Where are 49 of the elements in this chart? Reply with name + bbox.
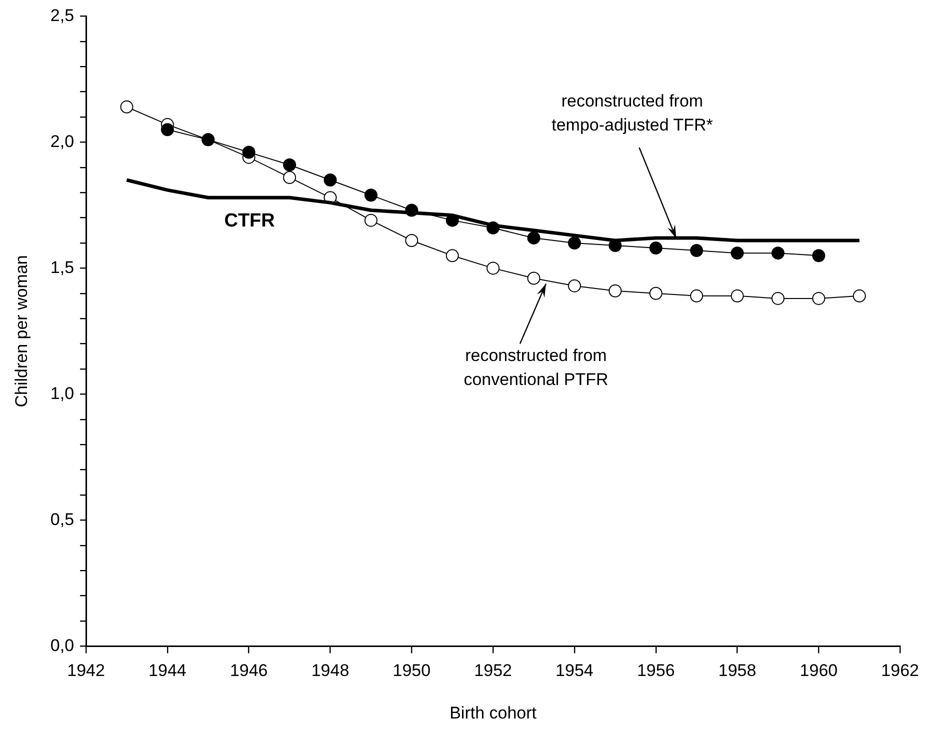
annotation: reconstructed from conventional PTFR — [464, 346, 608, 389]
x-tick-label: 1962 — [881, 661, 920, 680]
point — [690, 244, 704, 258]
point — [771, 246, 784, 260]
x-tick-label: 1958 — [718, 661, 756, 680]
point — [730, 289, 744, 302]
point — [405, 234, 418, 247]
x-tick-label: 1954 — [556, 661, 594, 680]
point — [568, 236, 581, 250]
x-tick-label: 1942 — [67, 661, 105, 680]
point — [283, 158, 296, 172]
x-tick-label: 1946 — [230, 661, 268, 680]
x-tick-label: 1944 — [148, 661, 186, 680]
point — [771, 292, 784, 305]
point — [608, 284, 622, 298]
point — [812, 249, 826, 262]
point — [852, 289, 866, 302]
y-axis-title: Children per woman — [12, 255, 31, 408]
y-tick-label: 1,5 — [50, 258, 74, 277]
point — [160, 123, 174, 136]
point — [364, 214, 378, 227]
y-tick-label: 1,0 — [50, 384, 74, 403]
y-tick-label: 2,0 — [50, 132, 74, 151]
point — [649, 286, 662, 300]
x-tick-label: 1950 — [392, 661, 431, 680]
x-tick-label: 1960 — [800, 661, 838, 680]
y-tick-label: 0,5 — [50, 510, 74, 529]
point — [730, 246, 744, 260]
y-tick-label: 2,5 — [50, 6, 74, 25]
point — [283, 170, 296, 184]
point — [527, 272, 540, 285]
y-tick-label: 0,0 — [50, 636, 74, 655]
point — [242, 146, 256, 159]
point — [812, 292, 826, 305]
point — [527, 231, 540, 244]
x-tick-label: 1952 — [474, 661, 512, 680]
point — [690, 289, 704, 302]
point — [486, 262, 500, 275]
annotation: reconstructed from tempo-adjusted TFR* — [552, 91, 714, 134]
x-tick-label: 1956 — [636, 661, 675, 680]
series-label: CTFR — [224, 210, 276, 232]
point — [364, 188, 378, 202]
x-axis-title: Birth cohort — [450, 703, 537, 722]
point — [120, 100, 134, 114]
x-tick-label: 1948 — [311, 661, 350, 680]
point — [568, 279, 581, 292]
point — [324, 174, 337, 186]
point — [446, 249, 459, 262]
point — [649, 242, 662, 255]
